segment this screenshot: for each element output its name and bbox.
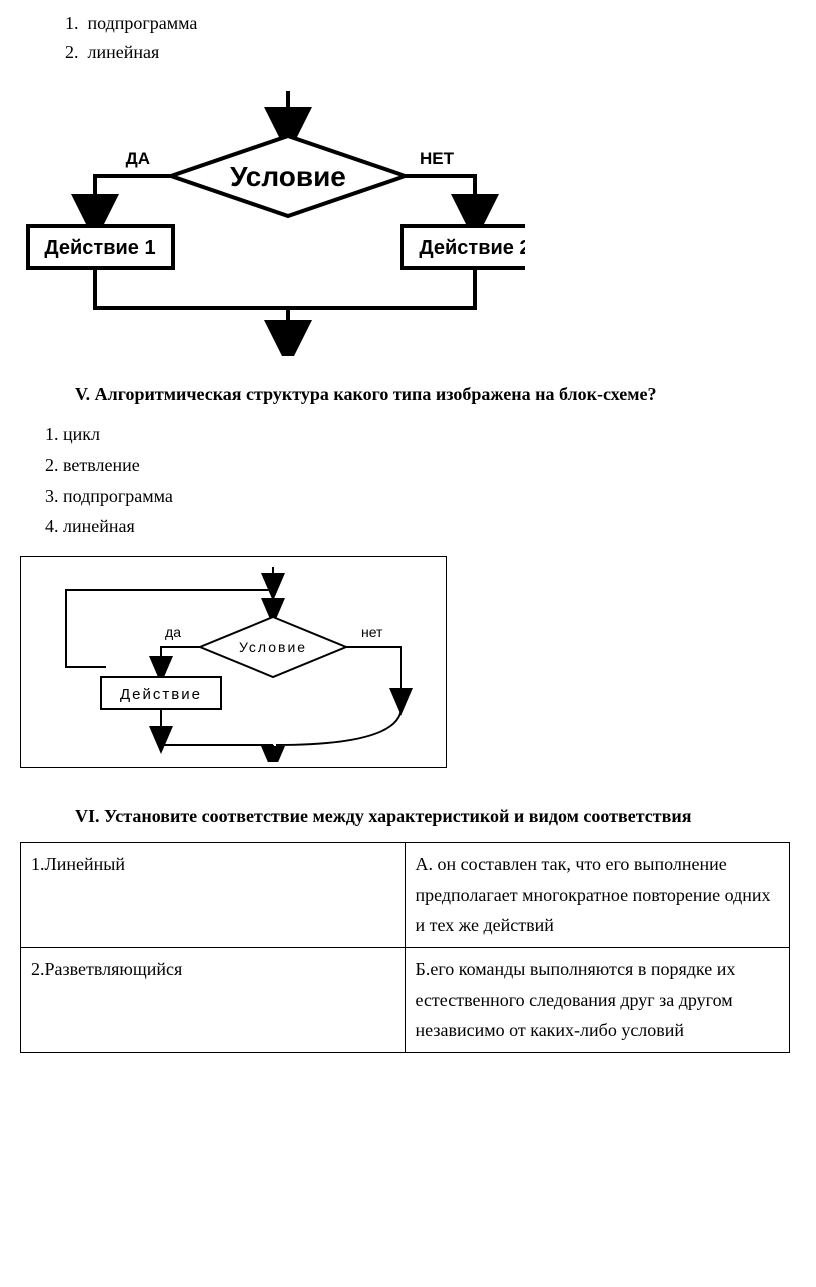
match-table-wrap: 1.Линейный А. он составлен так, что его …	[20, 842, 796, 1053]
flowchart-branch: Условие ДА НЕТ Действие 1 Действие 2	[20, 76, 796, 356]
action1-text: Действие 1	[44, 237, 155, 259]
no-label: НЕТ	[420, 149, 455, 168]
flowchart-branch-svg: Условие ДА НЕТ Действие 1 Действие 2	[20, 76, 525, 356]
no2-label: нет	[361, 624, 383, 640]
yes2-label: да	[165, 624, 181, 640]
q5-ans-1: 1. цикл	[45, 420, 796, 449]
top-list-item-1: 1. подпрограмма	[65, 10, 796, 37]
q5-heading: V. Алгоритмическая структура какого типа…	[75, 381, 796, 408]
cond-text: Условие	[230, 161, 346, 192]
top-list-item-2: 2. линейная	[65, 39, 796, 66]
table-row: 1.Линейный А. он составлен так, что его …	[21, 843, 790, 948]
cond2-text: Условие	[239, 639, 307, 655]
q5-ans-3: 3. подпрограмма	[45, 482, 796, 511]
top-list: 1. подпрограмма2. линейная	[65, 10, 796, 66]
q6-heading: VI. Установите соответствие между характ…	[75, 803, 796, 830]
match-left-1: 1.Линейный	[21, 843, 406, 948]
match-right-2: Б.его команды выполняются в порядке их е…	[405, 947, 790, 1052]
action-loop-text: Действие	[120, 686, 202, 703]
action2-text: Действие 2	[419, 237, 525, 259]
match-left-2: 2.Разветвляющийся	[21, 947, 406, 1052]
q5-answers: 1. цикл 2. ветвление 3. подпрограмма 4. …	[45, 420, 796, 541]
table-row: 2.Разветвляющийся Б.его команды выполняю…	[21, 947, 790, 1052]
match-table: 1.Линейный А. он составлен так, что его …	[20, 842, 790, 1053]
q5-ans-2: 2. ветвление	[45, 451, 796, 480]
match-right-1: А. он составлен так, что его выполнение …	[405, 843, 790, 948]
flowchart-loop-svg: Условие да нет Действие	[26, 562, 441, 762]
q5-ans-4: 4. линейная	[45, 512, 796, 541]
flowchart-loop-frame: Условие да нет Действие	[20, 556, 447, 768]
yes-label: ДА	[126, 149, 150, 168]
